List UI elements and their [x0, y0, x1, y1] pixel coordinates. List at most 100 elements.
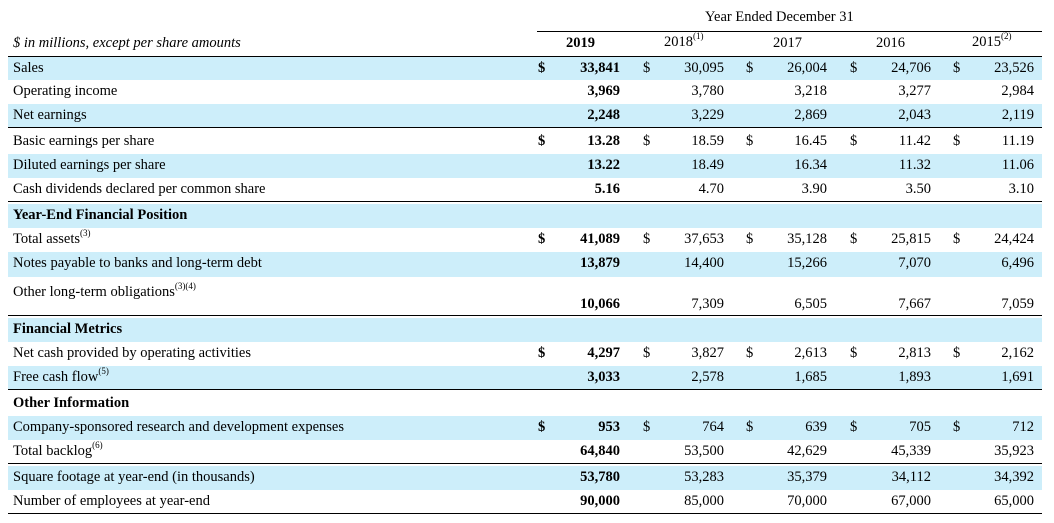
row-label-text: Financial Metrics — [13, 321, 123, 337]
currency-symbol: $ — [746, 345, 754, 361]
value-2019: 13.28 — [587, 133, 620, 149]
value-2015: 6,496 — [1001, 255, 1034, 271]
table-row: Square footage at year-end (in thousands… — [8, 466, 1042, 490]
row-label: Other long-term obligations(3)(4) — [13, 282, 196, 301]
value-2015: 2,162 — [1001, 345, 1034, 361]
table-row: Total assets(3) 41,089 $37,653 $35,128 $25,8… — [8, 228, 1042, 252]
value-2017: 1,685 — [794, 369, 827, 385]
value-2018: 53,283 — [684, 469, 724, 485]
value-2019: 3,969 — [587, 83, 620, 99]
row-label: Company-sponsored research and developme… — [13, 419, 344, 436]
value-2019: 13.22 — [587, 157, 620, 173]
value-2016: 45,339 — [891, 443, 931, 459]
currency-symbol: $ — [643, 345, 651, 361]
value-2017: 16.45 — [794, 133, 827, 149]
value-2019: 64,840 — [580, 443, 620, 459]
value-2016: 67,000 — [891, 493, 931, 509]
section-title: Financial Metrics — [13, 321, 122, 338]
value-2016: 3.50 — [905, 181, 931, 197]
currency-symbol: $ — [643, 231, 651, 247]
value-2018: 18.49 — [691, 157, 724, 173]
value-2017: 2,613 — [794, 345, 827, 361]
currency-symbol: $ — [643, 419, 651, 435]
value-2017: 3.90 — [801, 181, 827, 197]
currency-symbol: $ — [850, 60, 858, 76]
value-2018: 4.70 — [698, 181, 724, 197]
row-label-text: Sales — [13, 60, 44, 76]
row-label-text: Company-sponsored research and developme… — [13, 419, 344, 435]
value-2016: 34,112 — [891, 469, 931, 485]
footnote-ref: (5) — [98, 366, 109, 377]
value-2018: 85,000 — [684, 493, 724, 509]
value-2018: 7,309 — [691, 296, 724, 312]
value-2017: 26,004 — [787, 60, 827, 76]
year-2019-header: 2019 — [566, 35, 595, 51]
section-header-row: Other Information — [8, 392, 1042, 416]
value-2015: 11.06 — [1001, 157, 1034, 173]
value-2017: 35,128 — [787, 231, 827, 247]
section-title: Other Information — [13, 395, 129, 412]
value-2019: 953 — [598, 419, 620, 435]
table-row: Free cash flow(5) 3,033 2,578 1,685 1,893 1,6… — [8, 366, 1042, 390]
value-2015: 3.10 — [1008, 181, 1034, 197]
value-2016: 25,815 — [891, 231, 931, 247]
row-label-text: Square footage at year-end (in thousands… — [13, 469, 255, 485]
value-2018: 53,500 — [684, 443, 724, 459]
value-2015: 2,119 — [1001, 107, 1034, 123]
currency-symbol: $ — [850, 231, 858, 247]
value-2015: 712 — [1012, 419, 1034, 435]
value-2017: 2,869 — [794, 107, 827, 123]
value-2019: 4,297 — [587, 345, 620, 361]
value-2017: 6,505 — [794, 296, 827, 312]
section-header-row: Year-End Financial Position — [8, 204, 1042, 228]
currency-symbol: $ — [953, 345, 961, 361]
row-label: Basic earnings per share — [13, 133, 154, 150]
value-2018: 14,400 — [684, 255, 724, 271]
value-2016: 7,070 — [898, 255, 931, 271]
value-2015: 1,691 — [1001, 369, 1034, 385]
row-label-text: Diluted earnings per share — [13, 157, 166, 173]
row-label-text: Cash dividends declared per common share — [13, 181, 266, 197]
row-label-text: Notes payable to banks and long-term deb… — [13, 255, 262, 271]
value-2016: 7,667 — [898, 296, 931, 312]
row-label: Total backlog(6) — [13, 441, 103, 460]
row-label: Diluted earnings per share — [13, 157, 166, 174]
value-2016: 3,277 — [898, 83, 931, 99]
value-2016: 2,043 — [898, 107, 931, 123]
value-2019: 10,066 — [580, 296, 620, 312]
period-title-underline — [537, 31, 1042, 32]
value-2017: 70,000 — [787, 493, 827, 509]
currency-symbol: $ — [746, 231, 754, 247]
currency-symbol: $ — [953, 60, 961, 76]
currency-symbol: $ — [953, 419, 961, 435]
currency-symbol: $ — [850, 345, 858, 361]
value-2018: 764 — [702, 419, 724, 435]
value-2016: 11.42 — [898, 133, 931, 149]
currency-symbol: $ — [850, 133, 858, 149]
table-row: Other long-term obligations(3)(4) 10,066 7… — [8, 277, 1042, 316]
value-2015: 24,424 — [994, 231, 1034, 247]
year-2018-header: 2018(1) — [664, 31, 704, 50]
row-label-text: Basic earnings per share — [13, 133, 155, 149]
table-row: Sales 33,841 $30,095 $26,004 $24,706 $23,526 $ — [8, 57, 1042, 80]
value-2019: 2,248 — [587, 107, 620, 123]
value-2015: 65,000 — [994, 493, 1034, 509]
table-row: Operating income 3,969 3,780 3,218 3,277 2,98… — [8, 80, 1042, 104]
value-2015: 23,526 — [994, 60, 1034, 76]
row-label-text: Net earnings — [13, 107, 87, 123]
table-row: Notes payable to banks and long-term deb… — [8, 252, 1042, 277]
value-2017: 3,218 — [794, 83, 827, 99]
row-label: Net cash provided by operating activitie… — [13, 345, 251, 362]
row-label: Net earnings — [13, 107, 87, 124]
value-2019: 13,879 — [580, 255, 620, 271]
row-label: Square footage at year-end (in thousands… — [13, 469, 255, 486]
value-2018: 18.59 — [691, 133, 724, 149]
year-2015-header: 2015(2) — [972, 31, 1012, 50]
value-2015: 11.19 — [1001, 133, 1034, 149]
value-2019: 33,841 — [580, 60, 620, 76]
table-row: Basic earnings per share 13.28 $18.59 $16.4… — [8, 130, 1042, 154]
row-label-text: Free cash flow — [13, 369, 99, 385]
value-2018: 3,780 — [691, 83, 724, 99]
currency-symbol: $ — [746, 133, 754, 149]
currency-symbol: $ — [953, 231, 961, 247]
